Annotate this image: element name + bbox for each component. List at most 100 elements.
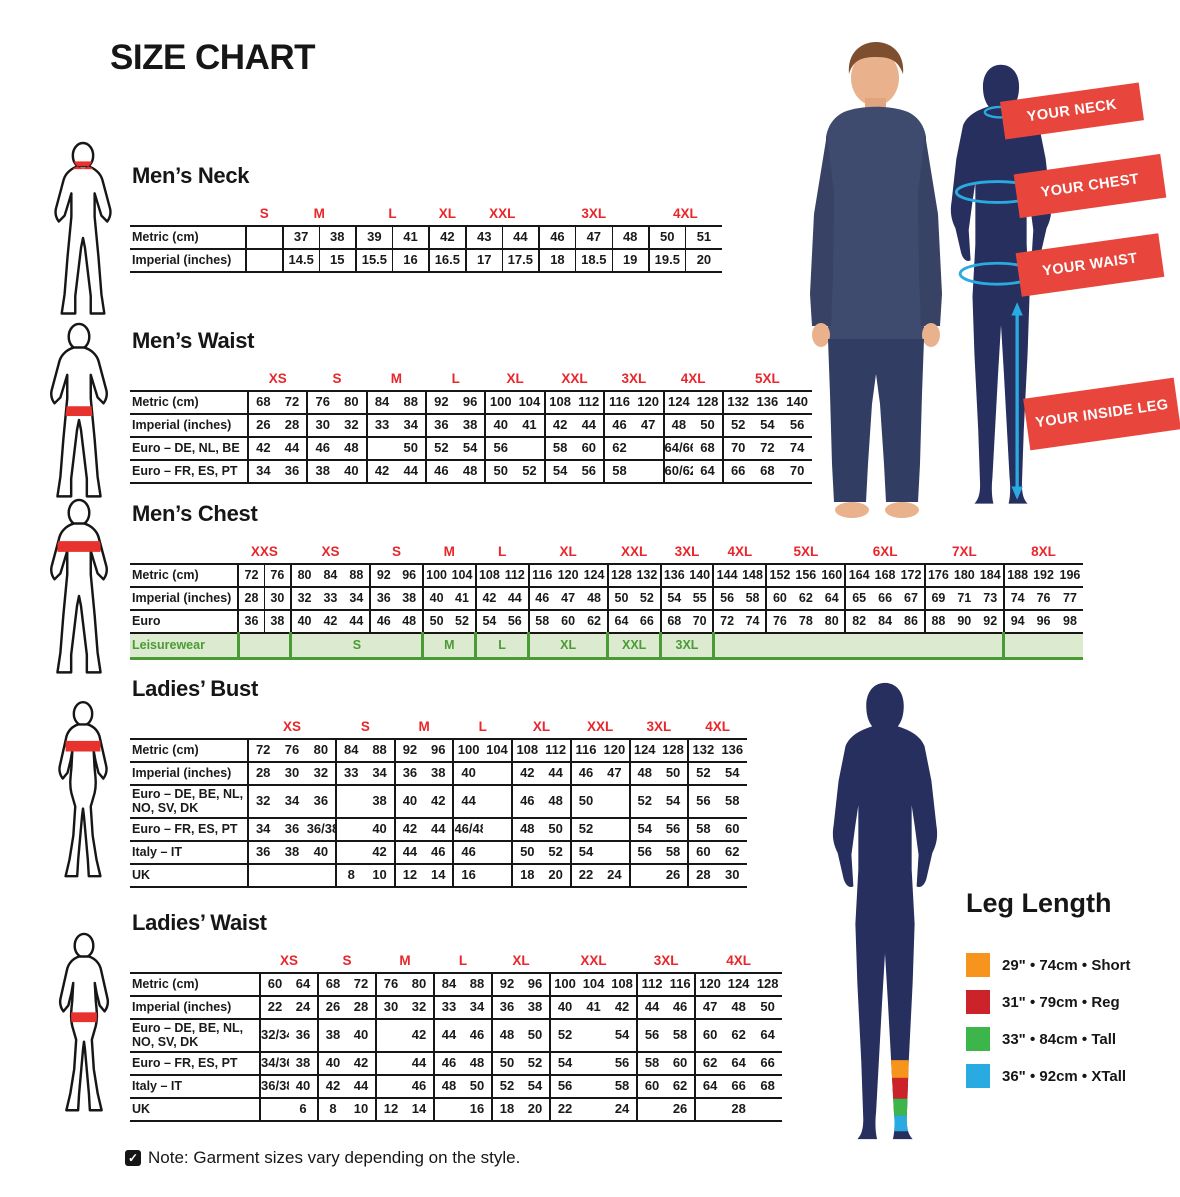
size-label: L bbox=[497, 543, 507, 559]
value-cell: 88 bbox=[923, 609, 952, 633]
value-cell: 104 bbox=[449, 563, 476, 587]
mens-chest-table-holder: XXS XS S M L XL XXL 3XL 4XL 5XL 6XL 7XL 8XL Metric (c… bbox=[130, 540, 1084, 660]
size-label: S bbox=[391, 543, 401, 559]
value-cell: 44 bbox=[452, 784, 483, 818]
row-label: Euro – FR, ES, PT bbox=[130, 459, 249, 484]
size-label: M bbox=[418, 718, 430, 734]
value-cell bbox=[579, 1018, 609, 1052]
size-label: 5XL bbox=[755, 370, 780, 386]
value-cell: 140 bbox=[782, 390, 812, 414]
value-cell: 64 bbox=[753, 1018, 783, 1052]
value-cell: 56 bbox=[782, 413, 812, 437]
value-cell: 58 bbox=[527, 609, 555, 633]
value-cell: 112 bbox=[574, 390, 605, 414]
value-cell: 120 bbox=[600, 738, 630, 762]
value-cell: 112 bbox=[502, 563, 529, 587]
value-cell: 52 bbox=[549, 1018, 580, 1052]
size-label: XL bbox=[506, 370, 524, 386]
value-cell: 104 bbox=[482, 738, 513, 762]
value-cell: 116 bbox=[603, 390, 634, 414]
value-cell: 68 bbox=[752, 459, 783, 484]
value-cell: 52 bbox=[515, 459, 545, 484]
size-label: 4XL bbox=[672, 205, 698, 221]
value-cell: 38 bbox=[521, 995, 551, 1019]
size-label: 3XL bbox=[621, 370, 647, 386]
value-cell: 41 bbox=[515, 413, 545, 437]
value-cell bbox=[482, 784, 513, 818]
size-label: L bbox=[478, 718, 487, 734]
value-cell: 48 bbox=[628, 761, 659, 785]
section-ladies-waist: Ladies’ Waist XS S M L XL XXL 3XL 4XL Metric (cm… bbox=[130, 910, 783, 1122]
leisure-cell bbox=[236, 632, 291, 660]
value-cell: 62 bbox=[603, 436, 634, 460]
row-label: Italy – IT bbox=[130, 1073, 260, 1098]
value-cell: 36/38 bbox=[259, 1073, 289, 1098]
value-cell bbox=[482, 839, 513, 864]
value-cell: 16 bbox=[452, 862, 483, 888]
value-cell: 46 bbox=[424, 839, 454, 864]
value-cell: 30 bbox=[263, 586, 291, 610]
value-cell: 26 bbox=[658, 862, 689, 888]
row-label: UK bbox=[130, 862, 248, 888]
value-cell: 152 bbox=[765, 563, 793, 587]
size-label: XXL bbox=[587, 718, 614, 734]
value-cell: 38 bbox=[424, 761, 454, 785]
value-cell: 128 bbox=[658, 738, 689, 762]
value-cell: 42 bbox=[247, 436, 278, 460]
value-cell: 44 bbox=[347, 1073, 377, 1098]
value-cell: 20 bbox=[521, 1096, 551, 1122]
value-cell: 38 bbox=[289, 1050, 319, 1075]
table-row: Italy – IT 36 38 40 42 44 46 46 50 52 54 56 58 60 62 bbox=[130, 839, 747, 864]
value-cell: 36/38 bbox=[306, 816, 337, 841]
value-cell: 60 bbox=[765, 586, 793, 610]
value-cell: 100 bbox=[484, 390, 516, 414]
value-cell bbox=[335, 839, 366, 864]
value-cell: 172 bbox=[898, 563, 925, 587]
value-cell: 69 bbox=[923, 586, 952, 610]
value-cell: 60 bbox=[687, 839, 718, 864]
value-cell: 136 bbox=[752, 390, 783, 414]
value-cell: 33 bbox=[365, 413, 397, 437]
size-label: 8XL bbox=[1031, 543, 1056, 559]
ladies-bust-table-holder: XS S M L XL XXL 3XL 4XL Metric (cm) 72 76 80 84 88 92 9… bbox=[130, 715, 747, 888]
value-cell: 120 bbox=[554, 563, 582, 587]
size-label: L bbox=[388, 205, 397, 221]
value-cell: 42 bbox=[608, 995, 638, 1019]
ladies-waist-table-holder: XS S M L XL XXL 3XL 4XL Metric (cm) 60 64 68 72 76 80 8… bbox=[130, 949, 783, 1122]
size-label: XL bbox=[512, 952, 530, 968]
value-cell: 16 bbox=[391, 248, 430, 273]
size-label: M bbox=[390, 370, 403, 386]
value-cell: 42 bbox=[424, 784, 454, 818]
value-cell bbox=[579, 1096, 609, 1122]
value-cell: 22 bbox=[549, 1096, 580, 1122]
value-cell: 92 bbox=[977, 609, 1004, 633]
legend-item-short: 29" • 74cm • Short bbox=[966, 953, 1176, 977]
size-label: 4XL bbox=[705, 718, 730, 734]
value-cell: 36 bbox=[246, 839, 278, 864]
note-check-icon: ✓ bbox=[125, 1150, 141, 1166]
value-cell: 46 bbox=[425, 459, 456, 484]
value-cell: 58 bbox=[608, 1073, 638, 1098]
value-cell: 44 bbox=[424, 816, 454, 841]
value-cell: 44 bbox=[343, 609, 371, 633]
value-cell: 66 bbox=[871, 586, 899, 610]
value-cell: 18 bbox=[537, 248, 576, 273]
legend-label: 33" • 84cm • Tall bbox=[1002, 1030, 1117, 1048]
value-cell: 72 bbox=[712, 609, 740, 633]
section-mens-waist: Men’s Waist XS S M L XL XXL 3XL 4XL 5XL Metric (c… bbox=[130, 328, 812, 484]
row-label: Euro – DE, NL, BE bbox=[130, 436, 249, 460]
value-cell: 56 bbox=[608, 1050, 638, 1075]
leg-length-legend: Leg Length 29" • 74cm • Short 31" • 79cm… bbox=[966, 888, 1176, 1101]
value-cell: 54 bbox=[608, 1018, 638, 1052]
value-cell: 38 bbox=[318, 225, 356, 249]
value-cell: 67 bbox=[898, 586, 925, 610]
value-cell: 47 bbox=[633, 413, 664, 437]
value-cell: 180 bbox=[951, 563, 978, 587]
value-cell: 84 bbox=[335, 738, 366, 762]
value-cell: 40 bbox=[306, 839, 337, 864]
value-cell: 50 bbox=[693, 413, 723, 437]
value-cell: 10 bbox=[347, 1096, 377, 1122]
value-cell: 184 bbox=[977, 563, 1004, 587]
value-cell bbox=[753, 1096, 783, 1122]
value-cell: 24 bbox=[289, 995, 319, 1019]
